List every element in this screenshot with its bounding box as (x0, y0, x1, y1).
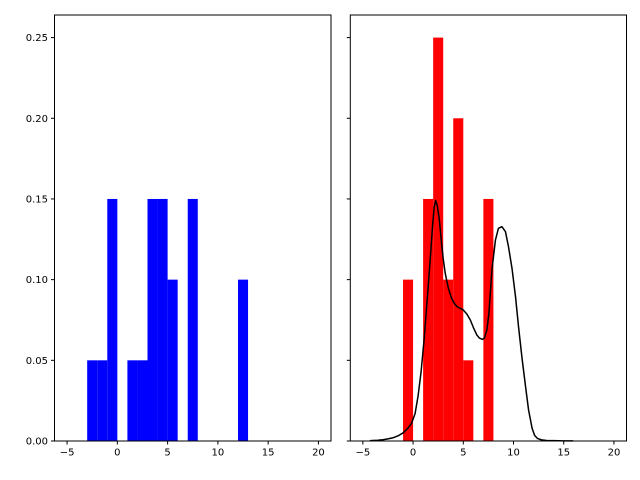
x-tick-label: −5 (60, 448, 75, 459)
histogram-bar-right (433, 37, 444, 441)
histogram-bar-left (157, 198, 168, 441)
histogram-bar-left (237, 279, 249, 441)
histogram-bar-left (107, 198, 118, 441)
x-tick-label: 5 (460, 448, 466, 459)
y-tick-label: 0.15 (26, 194, 48, 205)
histogram-bar-right (453, 118, 464, 441)
histogram-bar-right (403, 279, 414, 441)
y-tick-label: 0.00 (26, 437, 48, 448)
histogram-bar-right (463, 360, 474, 441)
histogram-bar-left (167, 279, 178, 441)
axes-spines-left (54, 14, 332, 442)
y-tick-label: 0.05 (26, 356, 48, 367)
subplot-left: −5 0 5 10 15 20 0.00 0.05 0.10 0.15 0.20 0.25 (26, 14, 332, 459)
histogram-bar-left (97, 360, 108, 441)
x-tick-label: −5 (355, 448, 370, 459)
x-tick-label: 10 (507, 448, 520, 459)
histogram-bar-right (443, 279, 454, 441)
x-tick-label: 15 (262, 448, 275, 459)
subplot-right: −5 0 5 10 15 20 (346, 14, 627, 459)
axes-spines-right (349, 14, 627, 442)
y-tick-label: 0.25 (26, 33, 48, 44)
x-tick-label: 0 (114, 448, 120, 459)
histogram-bar-left (87, 360, 98, 441)
y-tick-label: 0.20 (26, 114, 48, 125)
x-tick-label: 20 (608, 448, 621, 459)
x-tick-label: 0 (410, 448, 416, 459)
histogram-bar-left (187, 198, 198, 441)
x-tick-label: 20 (312, 448, 325, 459)
histogram-bar-left (127, 360, 138, 441)
kde-curve (369, 199, 574, 442)
x-tick-label: 10 (212, 448, 225, 459)
x-tick-label: 15 (557, 448, 570, 459)
y-tick-label: 0.10 (26, 275, 48, 286)
x-tick-label: 5 (164, 448, 170, 459)
histogram-bar-left (137, 360, 148, 441)
histogram-bar-left (147, 198, 158, 441)
histogram-bar-right (423, 198, 434, 441)
